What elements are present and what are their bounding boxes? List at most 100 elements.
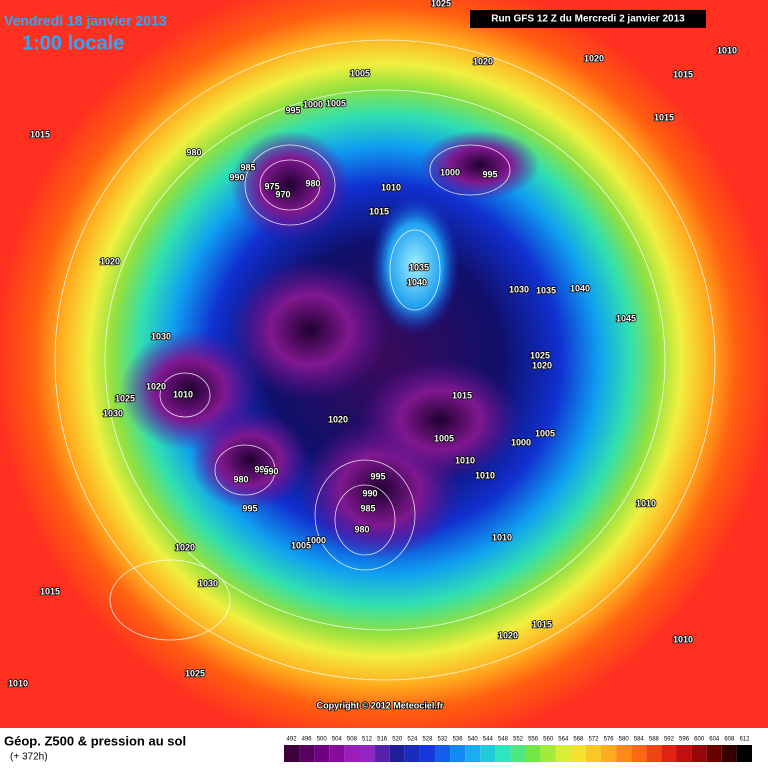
pressure-label: 1030 (509, 284, 529, 294)
pressure-label: 995 (254, 464, 269, 474)
scale-swatch (585, 745, 602, 762)
scale-label: 544 (483, 737, 494, 743)
scale-label: 580 (619, 737, 630, 743)
isobar (104, 89, 666, 631)
scale-swatch (555, 745, 571, 762)
pressure-label: 980 (354, 524, 369, 534)
ridge-area (370, 195, 460, 335)
scale-swatch (374, 745, 390, 762)
pressure-label: 1015 (40, 586, 60, 596)
scale-swatch (404, 745, 420, 762)
run-info: Run GFS 12 Z du Mercredi 2 janvier 2013 (491, 14, 685, 25)
scale-swatch (314, 745, 330, 762)
scale-label: 492 (287, 737, 298, 743)
scale-label: 524 (407, 737, 418, 743)
pressure-label: 1010 (717, 45, 737, 55)
pressure-label: 1015 (654, 112, 674, 122)
scale-swatch (329, 745, 345, 762)
pressure-label: 1020 (473, 56, 493, 66)
scale-swatch (691, 745, 707, 762)
scale-label: 604 (709, 737, 720, 743)
scale-label: 568 (573, 737, 584, 743)
isobar (389, 229, 441, 311)
scale-swatch (706, 745, 722, 762)
scale-swatch (616, 745, 632, 762)
local-time: 1:00 locale (22, 32, 124, 54)
scale-label: 596 (679, 737, 690, 743)
low-area (420, 130, 540, 200)
scale-label: 540 (468, 737, 479, 743)
pressure-label: 1005 (350, 68, 370, 78)
pressure-label: 975 (264, 181, 279, 191)
scale-label: 500 (317, 737, 328, 743)
pressure-label: 970 (275, 189, 290, 199)
pressure-label: 1020 (532, 360, 552, 370)
scale-swatch (284, 745, 300, 762)
scale-swatch (510, 745, 526, 762)
scale-label: 572 (588, 737, 599, 743)
scale-swatch (450, 745, 466, 762)
pressure-label: 1020 (328, 414, 348, 424)
pressure-label: 1035 (409, 262, 429, 272)
isobar (109, 559, 231, 641)
pressure-label: 1015 (369, 206, 389, 216)
scale-label: 520 (392, 737, 403, 743)
pressure-label: 1020 (498, 630, 518, 640)
pressure-label: 1025 (185, 668, 205, 678)
scale-label: 556 (528, 737, 539, 743)
pressure-label: 1005 (326, 98, 346, 108)
isobar (54, 39, 716, 681)
low-area (190, 410, 310, 510)
scale-swatch (525, 745, 541, 762)
scale-label: 600 (694, 737, 705, 743)
pressure-label: 1035 (536, 285, 556, 295)
scale-label: 588 (649, 737, 660, 743)
pressure-label: 985 (240, 162, 255, 172)
pressure-label: 1010 (673, 634, 693, 644)
pressure-label: 1020 (146, 381, 166, 391)
scale-swatch (359, 745, 375, 762)
scale-swatch (434, 745, 451, 762)
pressure-label: 995 (285, 105, 300, 115)
pressure-label: 1030 (198, 578, 218, 588)
copyright: Copyright © 2012 Meteociel.fr (317, 700, 444, 710)
pressure-label: 980 (305, 178, 320, 188)
isobars (54, 39, 716, 681)
scale-label: 532 (438, 737, 449, 743)
pressure-label: 1040 (407, 277, 427, 287)
pressure-label: 980 (186, 147, 201, 157)
pressure-label: 1020 (175, 542, 195, 552)
pressure-label: 1000 (303, 99, 323, 109)
pressure-label: 1010 (173, 389, 193, 399)
scale-label: 592 (664, 737, 675, 743)
pressure-label: 1010 (455, 455, 475, 465)
pressure-label: 1020 (100, 256, 120, 266)
pressure-label: 1015 (30, 129, 50, 139)
scale-swatch (299, 745, 315, 762)
pressure-label: 1015 (673, 69, 693, 79)
pressure-label: 1025 (431, 0, 451, 8)
pressure-label: 1010 (8, 678, 28, 688)
scale-label: 496 (302, 737, 313, 743)
pressure-label: 985 (360, 503, 375, 513)
pressure-label: 1025 (530, 350, 550, 360)
pressure-label: 1005 (291, 540, 311, 550)
color-scale: 492 496 500 504 508 512 516 520 524 528 532 536 540 5… (284, 737, 752, 762)
scale-label: 560 (543, 737, 554, 743)
scale-swatch (495, 745, 511, 762)
isobar (159, 372, 211, 418)
low-area (230, 260, 390, 400)
scale-label: 612 (739, 737, 750, 743)
scale-label: 548 (498, 737, 509, 743)
pressure-label: 1020 (584, 53, 604, 63)
pressure-label: 1030 (151, 331, 171, 341)
scale-label: 504 (332, 737, 343, 743)
pressure-label: 1010 (636, 498, 656, 508)
low-area (230, 130, 350, 240)
pressure-label: 1015 (452, 390, 472, 400)
isobar (429, 144, 511, 196)
geopotential-field (0, 0, 768, 728)
pressure-label: 1030 (103, 408, 123, 418)
scale-swatch (419, 745, 435, 762)
